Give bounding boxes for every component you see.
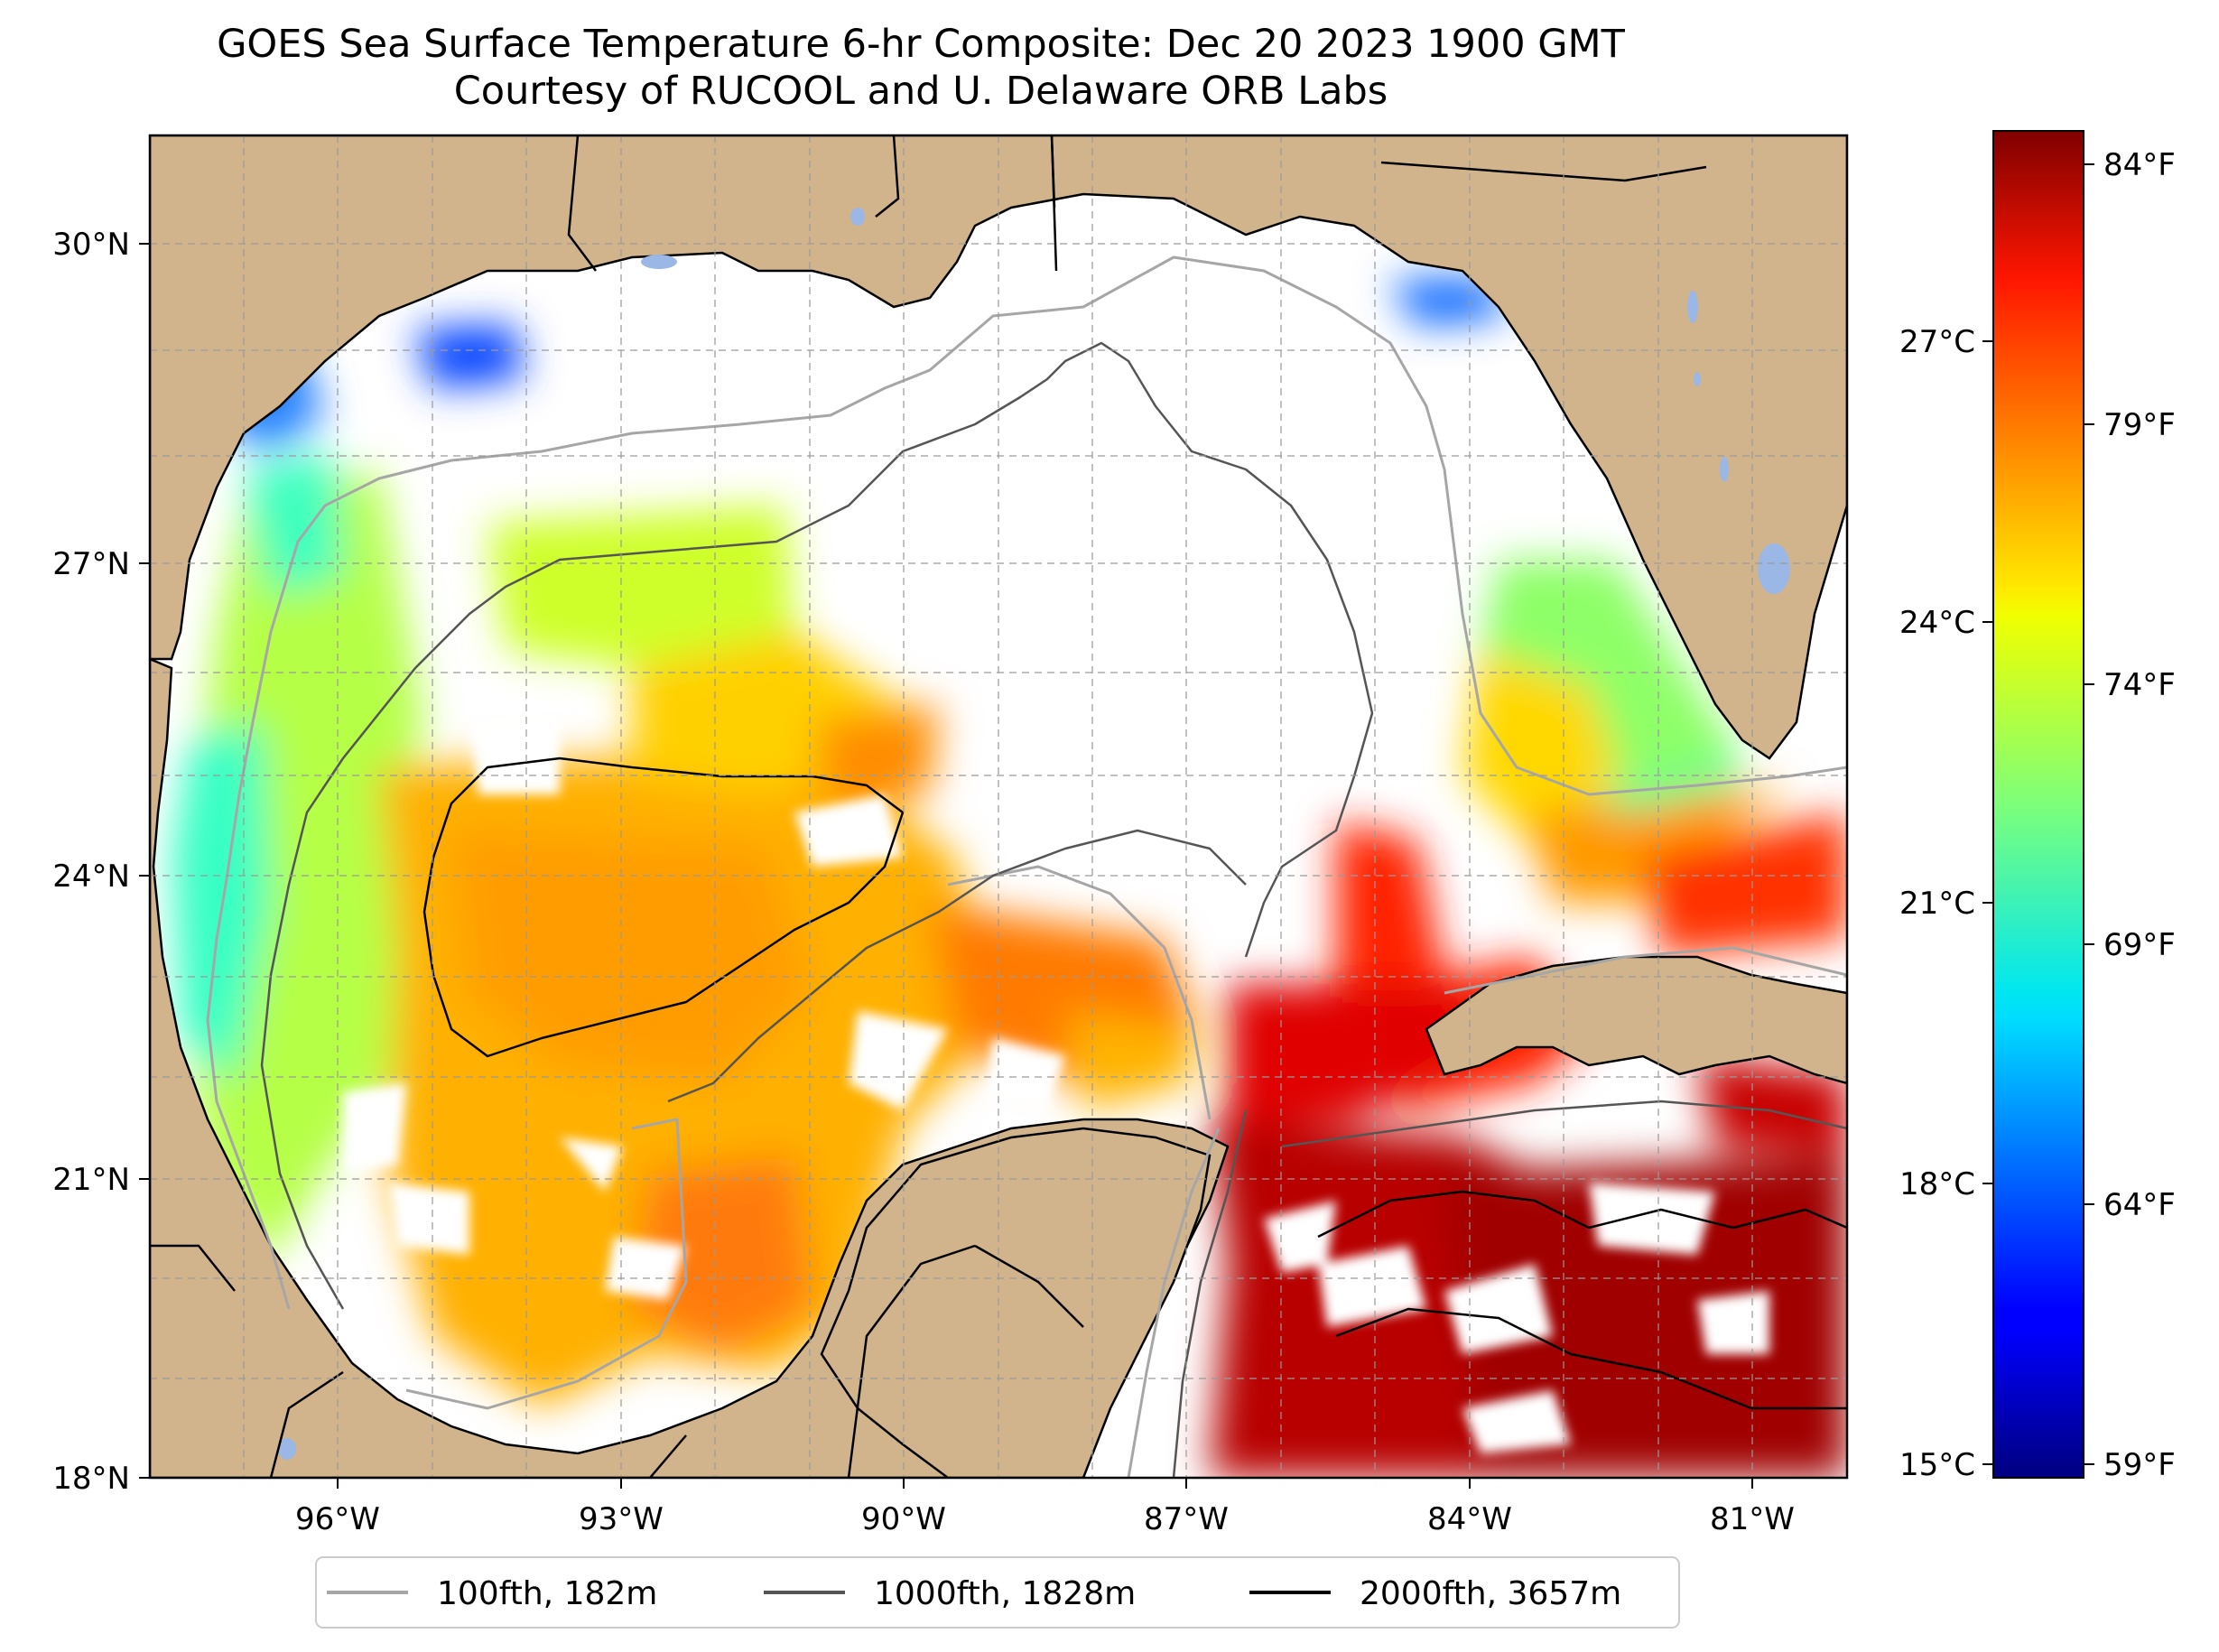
- colorbar-f-label: 59°F: [2103, 1447, 2176, 1483]
- colorbar-f-label: 74°F: [2103, 667, 2176, 703]
- lakes: [278, 208, 1790, 1460]
- colorbar-f-label: 69°F: [2103, 927, 2176, 963]
- gridlines: [150, 135, 1847, 1478]
- legend-box: [315, 1556, 1680, 1629]
- map-frame: [148, 134, 1849, 1480]
- legend-label-100fth: 100fth, 182m: [437, 1575, 657, 1612]
- colorbar-f-label: 79°F: [2103, 407, 2176, 443]
- y-tick-label: 18°N: [52, 1461, 130, 1497]
- map-title: GOES Sea Surface Temperature 6-hr Compos…: [217, 22, 1625, 67]
- colorbar-c-label: 15°C: [1899, 1447, 1975, 1483]
- x-tick-label: 93°W: [579, 1501, 664, 1537]
- map-panel: [150, 135, 1847, 1478]
- bathymetry-contours: [206, 255, 1847, 1478]
- y-tick-label: 30°N: [52, 227, 130, 263]
- y-tick-label: 21°N: [52, 1162, 130, 1198]
- legend-label-2000fth: 2000fth, 3657m: [1360, 1575, 1621, 1612]
- colorbar-f-label: 84°F: [2103, 147, 2176, 183]
- colorbar-c-label: 18°C: [1899, 1166, 1975, 1202]
- x-tick-label: 90°W: [861, 1501, 946, 1537]
- y-tick-label: 27°N: [52, 546, 130, 582]
- colorbar-f-label: 64°F: [2103, 1187, 2176, 1223]
- axis-ticks: [139, 243, 1753, 1489]
- x-tick-label: 81°W: [1710, 1501, 1795, 1537]
- x-tick-label: 87°W: [1144, 1501, 1229, 1537]
- x-tick-label: 84°W: [1427, 1501, 1512, 1537]
- legend: 100fth, 182m 1000fth, 1828m 2000fth, 365…: [315, 1556, 1680, 1629]
- colorbar: 15°C 18°C 21°C 24°C 27°C 59°F 64°F 69°F …: [1899, 130, 2176, 1483]
- y-tick-labels: 18°N 21°N 24°N 27°N 30°N: [52, 227, 130, 1497]
- y-tick-label: 24°N: [52, 858, 130, 895]
- colorbar-c-label: 24°C: [1899, 605, 1975, 641]
- map-subtitle: Courtesy of RUCOOL and U. Delaware ORB L…: [453, 69, 1388, 114]
- x-tick-label: 96°W: [295, 1501, 380, 1537]
- legend-label-1000fth: 1000fth, 1828m: [874, 1575, 1136, 1612]
- colorbar-gradient: [1992, 130, 2084, 1479]
- political-boundaries: [150, 135, 1707, 1478]
- x-tick-labels: 96°W 93°W 90°W 87°W 84°W 81°W: [295, 1501, 1795, 1537]
- colorbar-c-label: 21°C: [1899, 886, 1975, 922]
- land-masses: [150, 135, 1847, 1478]
- colorbar-c-label: 27°C: [1899, 324, 1975, 360]
